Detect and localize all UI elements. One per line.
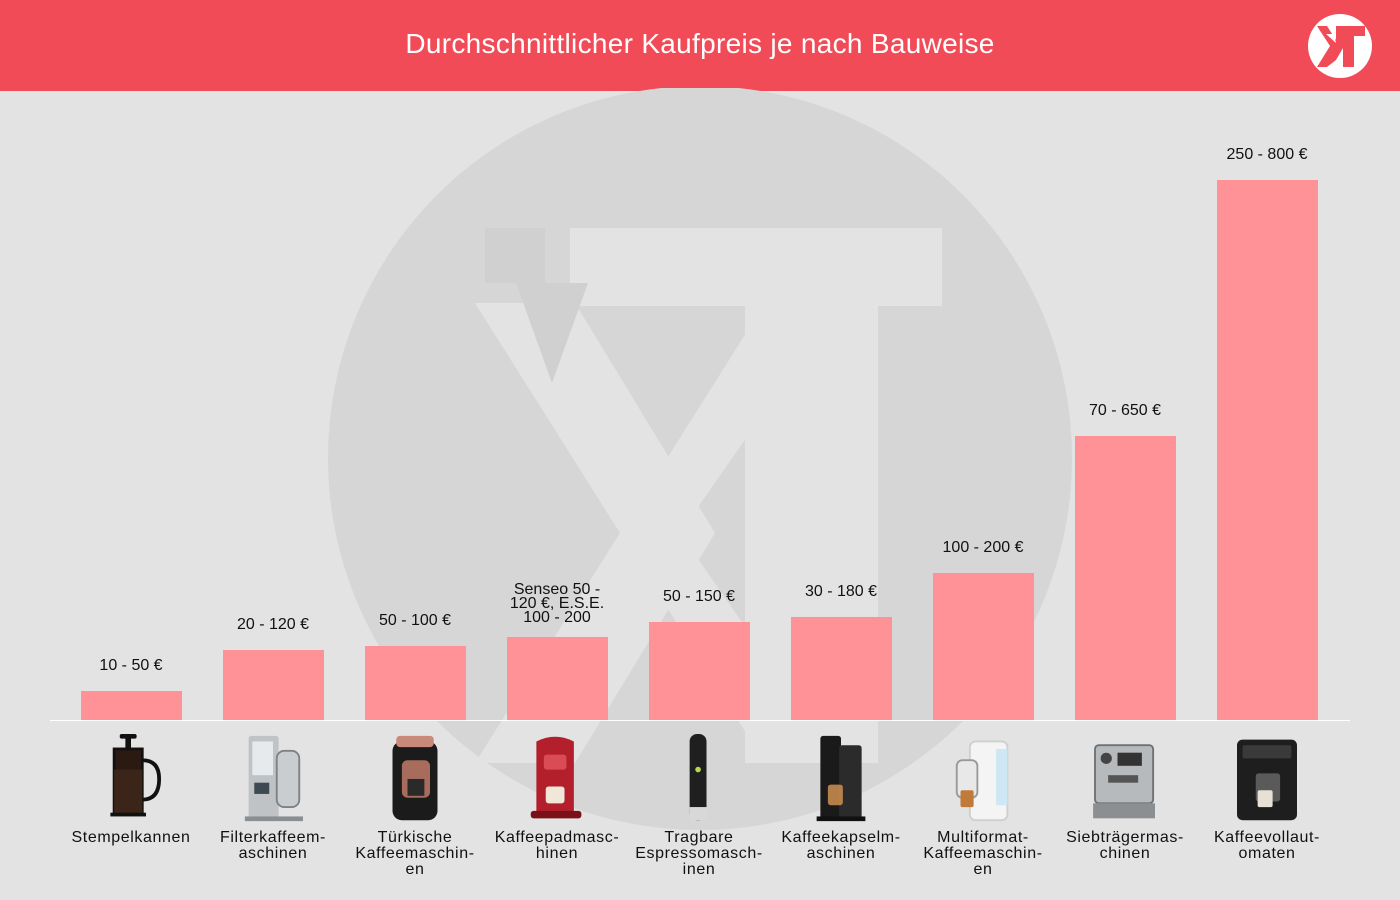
category-label-2: Filterkaffeem-aschinen (220, 829, 326, 862)
x-axis-baseline (50, 720, 1350, 721)
category-label-7: Multiformat- Kaffeemaschin-en (923, 829, 1043, 878)
bar-value-label-5: 50 - 150 € (662, 588, 736, 605)
bar-4 (506, 637, 608, 720)
bar-3 (364, 646, 466, 720)
bar-value-label-6: 30 - 180 € (804, 583, 878, 600)
bar-7 (932, 573, 1034, 720)
portable-espresso-icon (689, 733, 707, 821)
filter-coffee-machine-icon (244, 735, 303, 822)
category-label-1: Stempelkannen (71, 829, 191, 846)
french-press-icon (110, 733, 162, 817)
header-bar: Durchschnittlicher Kaufpreis je nach Bau… (0, 0, 1400, 91)
bar-value-label-9: 250 - 800 € (1226, 146, 1308, 163)
bar-value-label-8: 70 - 650 € (1088, 402, 1162, 419)
multiformat-machine-icon (955, 740, 1009, 822)
pad-machine-icon (530, 736, 582, 819)
category-label-4: Kaffeepadmasc-hinen (494, 829, 620, 862)
bar-2 (222, 650, 324, 720)
chart-title: Durchschnittlicher Kaufpreis je nach Bau… (405, 28, 995, 59)
bar-value-label-3: 50 - 100 € (378, 612, 452, 629)
category-label-3: Türkische Kaffeemaschin-en (355, 829, 475, 878)
bar-value-label-1: 10 - 50 € (99, 657, 163, 674)
bar-6 (790, 617, 892, 720)
category-label-8: Siebträgermas-chinen (1066, 829, 1184, 862)
bar-value-label-7: 100 - 200 € (942, 539, 1024, 556)
bar-9 (1216, 180, 1318, 720)
category-label-9: Kaffeevollaut-omaten (1214, 829, 1320, 862)
bar-1 (80, 691, 182, 720)
fully-automatic-machine-icon (1237, 739, 1297, 821)
turkish-coffee-machine-icon (392, 735, 438, 821)
bar-value-label-2: 20 - 120 € (236, 616, 310, 633)
xt-logo-icon (1308, 14, 1372, 78)
portafilter-machine-icon (1093, 744, 1155, 819)
bar-5 (648, 622, 750, 720)
bar-8 (1074, 436, 1176, 720)
bar-value-label-4: Senseo 50 -120 €, E.S.E. 100 - 200 (509, 581, 605, 626)
capsule-machine-icon (816, 735, 866, 822)
category-label-5: Tragbare Espressomasch-inen (635, 829, 763, 878)
category-label-6: Kaffeekapselm-aschinen (781, 829, 901, 862)
